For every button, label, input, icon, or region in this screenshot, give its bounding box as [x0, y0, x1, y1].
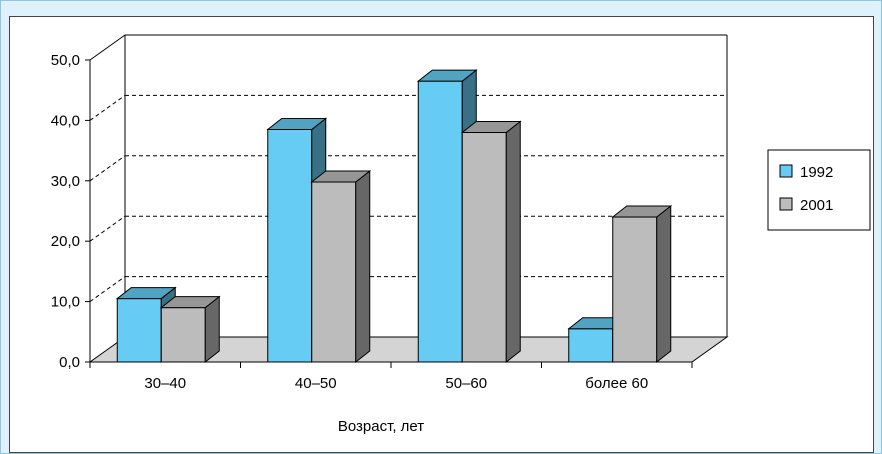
gridline-diagonal: [89, 94, 126, 121]
y-tick-label: 10,0: [51, 294, 80, 311]
gridline-diagonal: [89, 215, 126, 242]
bar-front: [160, 307, 206, 363]
bar-front: [311, 181, 357, 363]
bar-2001-2: [460, 120, 522, 364]
bar-top: [266, 117, 328, 130]
bar-front: [568, 328, 614, 363]
x-axis-label: Возраст, лет: [338, 418, 424, 435]
gridline-diagonal: [89, 155, 126, 182]
gridline-diagonal: [89, 276, 126, 303]
bar-2001-1: [310, 169, 372, 364]
bar-side: [355, 169, 371, 364]
bar-top: [159, 296, 221, 309]
bar-2001-0: [159, 295, 221, 364]
bar-top: [611, 205, 673, 218]
y-tick-label: 0,0: [59, 354, 80, 371]
bar-top: [460, 120, 522, 133]
legend-swatch: [779, 164, 793, 178]
y-tick-label: 30,0: [51, 173, 80, 190]
x-tick-label: 40–50: [295, 375, 337, 392]
legend: 1992 2001: [767, 149, 871, 231]
x-tick-label: 50–60: [445, 375, 487, 392]
bar-side: [656, 205, 672, 364]
bar-top: [416, 69, 478, 82]
bar-front: [267, 128, 313, 363]
y-tick-label: 40,0: [51, 112, 80, 129]
bar-top: [115, 287, 177, 300]
bar-front: [461, 131, 507, 363]
y-tick-label: 20,0: [51, 233, 80, 250]
legend-label: 1992: [800, 164, 833, 181]
legend-swatch: [779, 197, 793, 211]
legend-label: 2001: [800, 197, 833, 214]
legend-box: [767, 149, 871, 231]
x-tick-label: более 60: [585, 375, 648, 392]
chart-walls: [124, 34, 728, 337]
bar-front: [612, 216, 658, 363]
bar-front: [417, 80, 463, 363]
y-tick-label: 50,0: [51, 52, 80, 69]
bar-2001-3: [611, 205, 673, 364]
bar-front: [116, 298, 162, 363]
bar-top: [310, 170, 372, 183]
side-wall-top-edge: [89, 34, 126, 61]
bar-side: [505, 120, 521, 364]
x-tick-labels: 30–40 40–50 50–60 более 60: [89, 362, 693, 392]
x-tick-label: 30–40: [144, 375, 186, 392]
y-tick-labels: 0,0 10,0 20,0 30,0 40,0 50,0: [51, 52, 90, 371]
